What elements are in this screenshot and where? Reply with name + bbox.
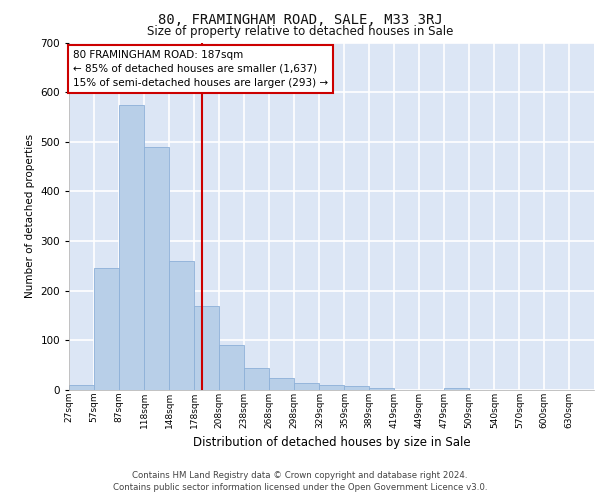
Bar bbox=[69, 385, 94, 390]
Bar bbox=[169, 261, 194, 390]
Text: Contains HM Land Registry data © Crown copyright and database right 2024.: Contains HM Land Registry data © Crown c… bbox=[132, 472, 468, 480]
Y-axis label: Number of detached properties: Number of detached properties bbox=[25, 134, 35, 298]
Text: 80, FRAMINGHAM ROAD, SALE, M33 3RJ: 80, FRAMINGHAM ROAD, SALE, M33 3RJ bbox=[158, 12, 442, 26]
Text: Contains public sector information licensed under the Open Government Licence v3: Contains public sector information licen… bbox=[113, 483, 487, 492]
Bar bbox=[369, 388, 394, 390]
Bar bbox=[294, 382, 319, 390]
Text: Size of property relative to detached houses in Sale: Size of property relative to detached ho… bbox=[147, 25, 453, 38]
Text: 80 FRAMINGHAM ROAD: 187sqm
← 85% of detached houses are smaller (1,637)
15% of s: 80 FRAMINGHAM ROAD: 187sqm ← 85% of deta… bbox=[73, 50, 328, 88]
Bar bbox=[94, 268, 119, 390]
X-axis label: Distribution of detached houses by size in Sale: Distribution of detached houses by size … bbox=[193, 436, 470, 449]
Bar bbox=[344, 386, 369, 390]
Bar bbox=[145, 147, 169, 390]
Bar bbox=[119, 104, 143, 390]
Bar bbox=[444, 388, 469, 390]
Bar bbox=[319, 385, 344, 390]
Bar bbox=[194, 306, 219, 390]
Bar bbox=[219, 346, 244, 390]
Bar bbox=[244, 368, 269, 390]
Bar bbox=[269, 378, 294, 390]
